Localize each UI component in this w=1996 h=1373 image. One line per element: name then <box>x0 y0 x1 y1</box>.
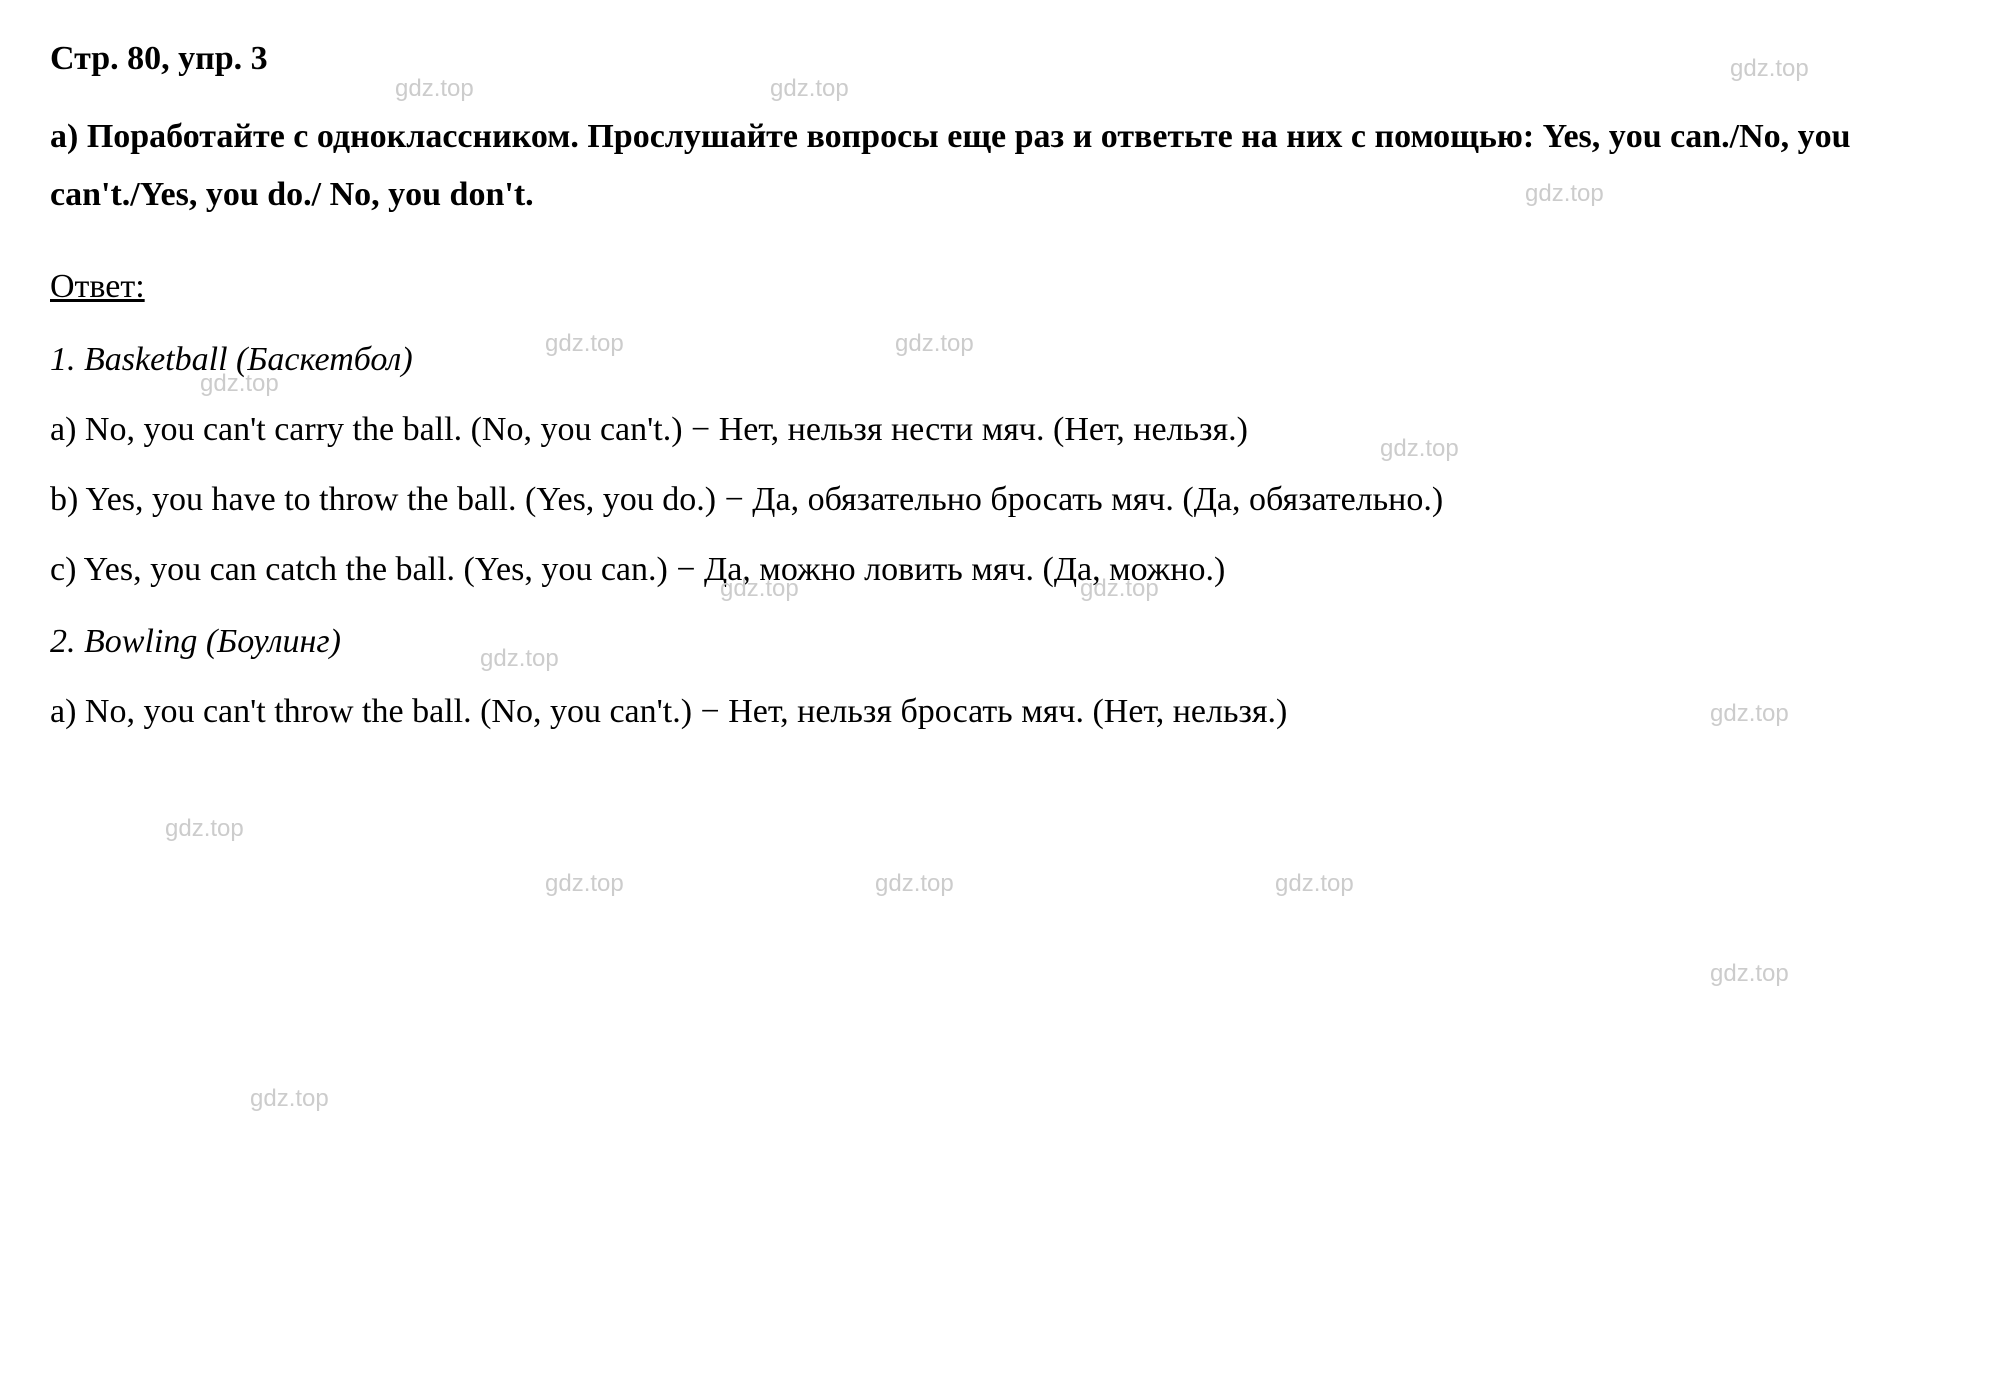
watermark-text: gdz.top <box>875 870 954 898</box>
page-title: Стр. 80, упр. 3 <box>50 30 1946 88</box>
section-heading-2: 2. Bowling (Боулинг) <box>50 613 1946 671</box>
watermark-text: gdz.top <box>250 1085 329 1113</box>
watermark-text: gdz.top <box>1275 870 1354 898</box>
answer-item-2a: a) No, you can't throw the ball. (No, yo… <box>50 683 1946 741</box>
instruction-text: a) Поработайте с одноклассником. Прослуш… <box>50 108 1946 224</box>
answer-item-1b: b) Yes, you have to throw the ball. (Yes… <box>50 471 1946 529</box>
answer-label: Ответ: <box>50 258 1946 316</box>
section-heading-1: 1. Basketball (Баскетбол) <box>50 331 1946 389</box>
document-content: Стр. 80, упр. 3 a) Поработайте с однокла… <box>50 30 1946 741</box>
watermark-text: gdz.top <box>1710 960 1789 988</box>
watermark-text: gdz.top <box>545 870 624 898</box>
watermark-text: gdz.top <box>165 815 244 843</box>
answer-item-1c: c) Yes, you can catch the ball. (Yes, yo… <box>50 541 1946 599</box>
answer-item-1a: a) No, you can't carry the ball. (No, yo… <box>50 401 1946 459</box>
